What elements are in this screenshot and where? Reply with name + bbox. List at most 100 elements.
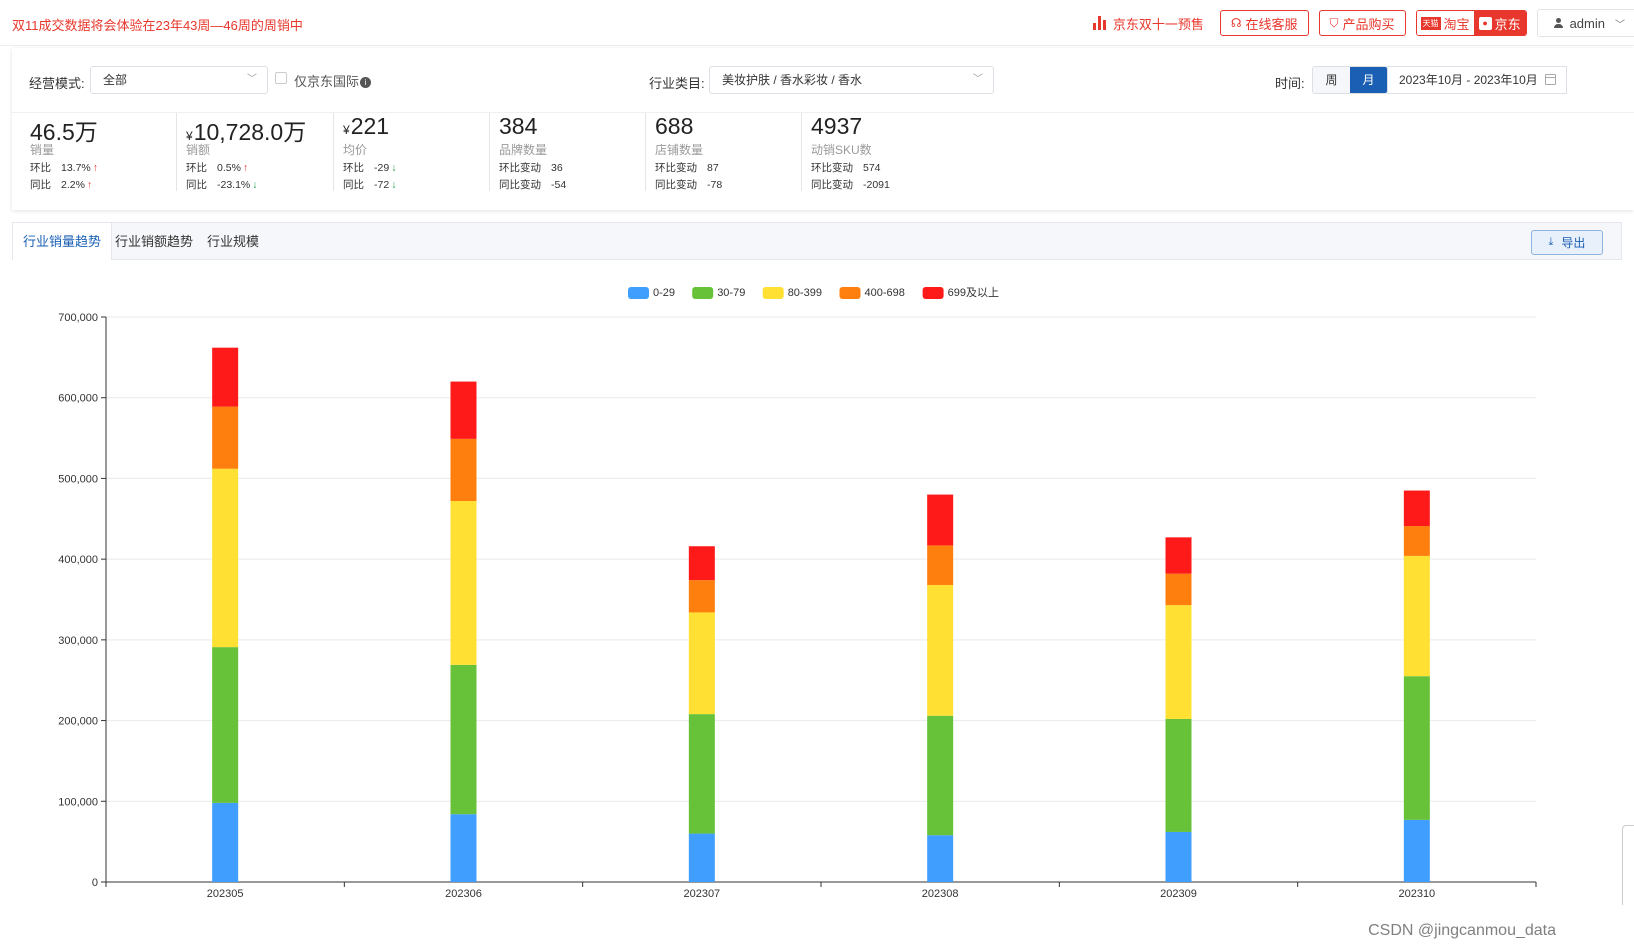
bar-segment (1403, 490, 1430, 527)
chevron-down-icon: ﹀ (973, 74, 983, 85)
metric-mom-value: 574 (863, 162, 881, 174)
arrow-down-icon: ↓ (252, 179, 258, 191)
download-icon: ⤓ (1548, 236, 1554, 248)
bar-segment (688, 833, 715, 882)
info-icon[interactable]: i (360, 77, 372, 88)
y-tick-label: 0 (92, 877, 98, 889)
bar-chart-icon (1092, 16, 1107, 30)
bar-segment (927, 584, 954, 716)
x-tick-label: 202307 (683, 888, 720, 900)
metric-yoy-value: 2.2% (61, 179, 85, 191)
tab-industry-scale[interactable]: 行业规模 (207, 234, 260, 249)
x-tick-label: 202308 (922, 888, 959, 900)
metric-value: 4‌6.5万 (30, 113, 98, 147)
legend-swatch (762, 287, 784, 299)
bar-segment (688, 714, 715, 834)
x-tick-label: 202309 (1160, 888, 1197, 900)
product-buy-label: 产品购买 (1342, 16, 1395, 32)
product-buy-button[interactable]: ⛉ 产品购买 (1318, 10, 1406, 36)
metric-value: ¥10,7‌28.0万 (186, 113, 306, 147)
metric-name: 销额 (186, 143, 211, 157)
tab-sales-amount-trend[interactable]: 行业销额趋势 (115, 234, 194, 249)
metric-yoy-row: 同比 2.2% ↑ (30, 177, 92, 192)
bar-segment (688, 546, 715, 581)
arrow-up-icon: ↑ (86, 179, 93, 191)
bar-segment (1165, 573, 1192, 606)
mode-label: 经营模式: (29, 76, 85, 91)
legend-label: 30-79 (717, 287, 745, 299)
period-month-button[interactable]: 月 (1350, 67, 1387, 93)
metric-value: 4937 (811, 113, 862, 140)
metric-block: 4937 动销SKU数 环比变动 574 同比变动 -2091 (805, 113, 955, 195)
chart-svg: 0-29 30-79 80-399 400-698 699及以上 0 100,000 200,… (58, 286, 1537, 900)
date-range-picker[interactable]: 2023年10月 - 2023年10月 (1387, 66, 1567, 94)
bar-segment (212, 347, 239, 407)
metric-mom-row: 环比变动 574 (811, 160, 881, 175)
bar-segment (212, 647, 239, 803)
watermark: CSDN @jingcanmou_data (1368, 922, 1556, 939)
bar-segment (450, 814, 477, 882)
date-range-value: 2023年10月 - 2023年10月 (1399, 73, 1538, 87)
period-week-button[interactable]: 周 (1313, 67, 1350, 93)
metric-yoy-row: 同比变动 -78 (655, 177, 722, 192)
bar-segment (927, 835, 954, 882)
jd-intl-checkbox[interactable] (275, 72, 287, 84)
presale-label: 京东双十一预售 (1112, 16, 1204, 32)
chevron-down-icon: ﹀ (247, 74, 257, 85)
metric-mom-label: 环比变动 (499, 162, 541, 174)
metric-mom-label: 环比变动 (811, 162, 853, 174)
bar-segment (927, 715, 954, 836)
metric-yoy-value: -2091 (863, 179, 890, 191)
metric-yoy-row: 同比 -23.1% ↓ (186, 177, 258, 192)
bar-segment (212, 468, 239, 648)
metric-divider (645, 113, 646, 191)
metric-block: ¥10,7‌28.0万 销额环比 0.5% ↑ 同比 -23.1% ↓ (180, 113, 330, 195)
bar-segment (927, 545, 954, 585)
bar-segment (212, 406, 239, 469)
arrow-up-icon: ↑ (242, 162, 249, 174)
platform-switch: 天猫 淘宝 ● 京东 (1415, 10, 1527, 36)
side-scroll-handle[interactable] (1622, 825, 1634, 905)
arrow-down-icon: ↓ (391, 162, 397, 174)
tab-sales-volume-trend[interactable]: 行业销量趋势 (13, 223, 113, 260)
x-tick-label: 202306 (445, 888, 482, 900)
metric-mom-row: 环比变动 36 (499, 160, 563, 175)
online-service-button[interactable]: ☊ 在线客服 (1219, 10, 1309, 36)
user-name: admin (1569, 15, 1605, 31)
presale-link[interactable]: 京东双十一预售 (1092, 14, 1204, 33)
metric-value: 384 (499, 113, 537, 140)
metric-divider (176, 113, 177, 191)
bar-segment (212, 802, 239, 882)
metric-yoy-label: 同比 (186, 179, 207, 191)
metric-yoy-label: 同比变动 (811, 179, 853, 191)
bar-segment (1403, 526, 1430, 556)
metric-yoy-value: -72 (374, 179, 390, 191)
metric-name: 销量 (30, 143, 55, 157)
mode-select[interactable]: 全部 ﹀ (90, 66, 268, 94)
online-service-label: 在线客服 (1245, 16, 1298, 32)
period-toggle: 周 月 (1312, 66, 1388, 94)
metric-value: ¥221 (343, 113, 389, 140)
metric-value: 688 (655, 113, 693, 140)
metric-mom-label: 环比变动 (655, 162, 697, 174)
metric-number: 4937 (811, 113, 863, 139)
user-icon (1553, 18, 1563, 28)
legend-label: 80-399 (788, 287, 822, 299)
industry-select[interactable]: 美妆护肤 / 香水彩妆 / 香水 ﹀ (709, 66, 994, 94)
export-button[interactable]: ⤓ 导出 (1531, 230, 1603, 255)
metric-yoy-value: -78 (707, 179, 723, 191)
calendar-icon (1545, 74, 1556, 85)
bar-segment (1403, 819, 1430, 882)
platform-taobao-button[interactable]: 天猫 淘宝 (1416, 11, 1474, 35)
metric-divider (489, 113, 490, 191)
bar-segment (688, 612, 715, 715)
y-tick-label: 100,000 (58, 796, 98, 808)
platform-jd-button[interactable]: ● 京东 (1473, 11, 1526, 35)
metric-mom-row: 环比 0.5% ↑ (186, 160, 248, 175)
metric-yoy-row: 同比 -72 ↓ (343, 177, 396, 192)
user-menu[interactable]: admin ﹀ (1536, 9, 1634, 37)
metric-name: 动销SKU数 (811, 143, 872, 157)
cart-icon: ⛉ (1329, 15, 1339, 30)
metric-yoy-label: 同比 (30, 179, 51, 191)
y-tick-label: 500,000 (58, 473, 98, 485)
